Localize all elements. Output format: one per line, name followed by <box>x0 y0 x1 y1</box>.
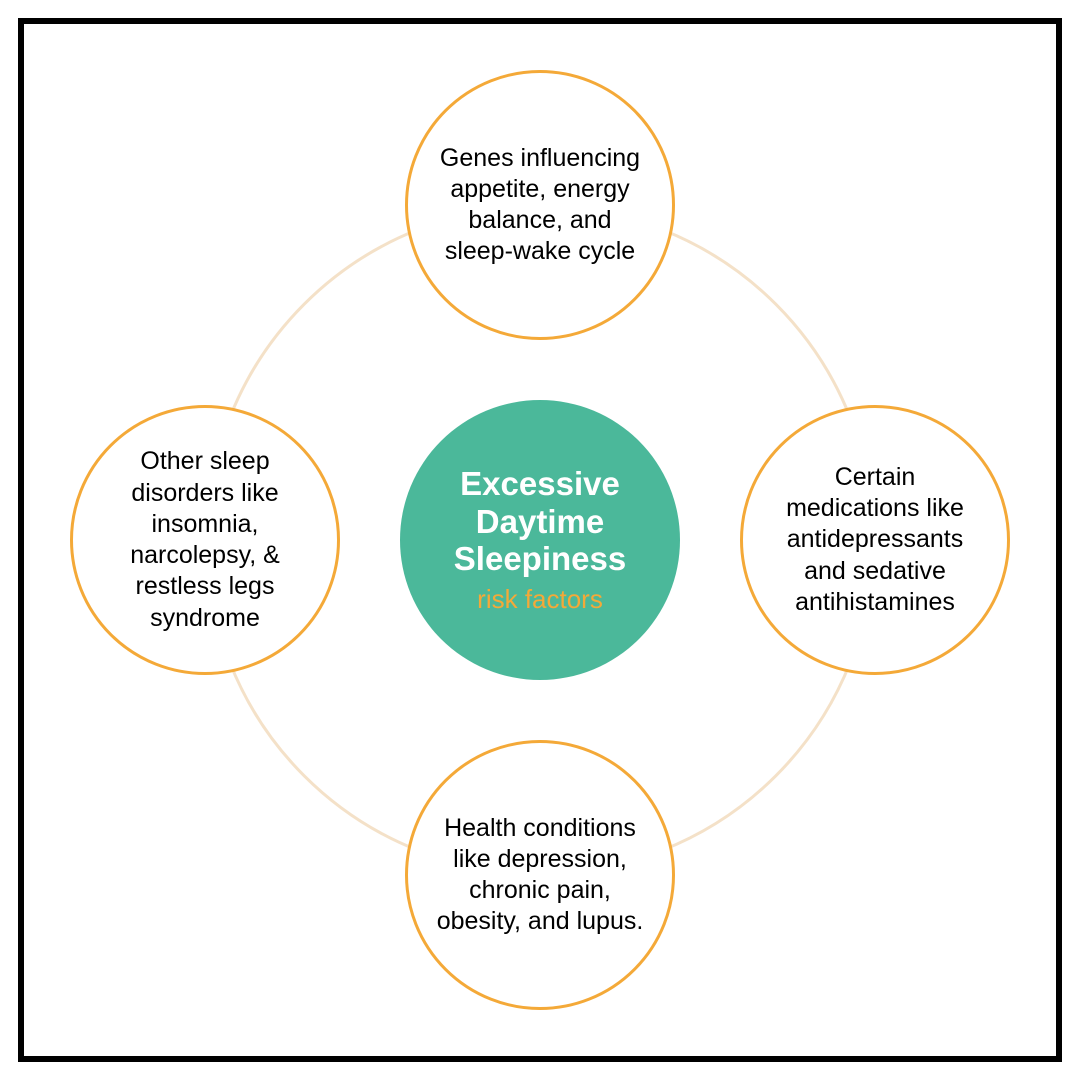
node-left: Other sleep disorders like insomnia, nar… <box>70 405 340 675</box>
node-right: Certain medications like antidepressants… <box>740 405 1010 675</box>
node-left-text: Other sleep disorders like insomnia, nar… <box>97 446 313 634</box>
center-title: Excessive Daytime Sleepiness <box>420 465 660 579</box>
center-node: Excessive Daytime Sleepiness risk factor… <box>400 400 680 680</box>
center-subtitle: risk factors <box>477 584 603 615</box>
node-top-text: Genes influencing appetite, energy balan… <box>432 143 648 268</box>
outer-frame: Excessive Daytime Sleepiness risk factor… <box>18 18 1062 1062</box>
radial-diagram: Excessive Daytime Sleepiness risk factor… <box>24 24 1056 1056</box>
node-bottom: Health conditions like depression, chron… <box>405 740 675 1010</box>
node-bottom-text: Health conditions like depression, chron… <box>432 813 648 938</box>
node-top: Genes influencing appetite, energy balan… <box>405 70 675 340</box>
node-right-text: Certain medications like antidepressants… <box>767 462 983 618</box>
